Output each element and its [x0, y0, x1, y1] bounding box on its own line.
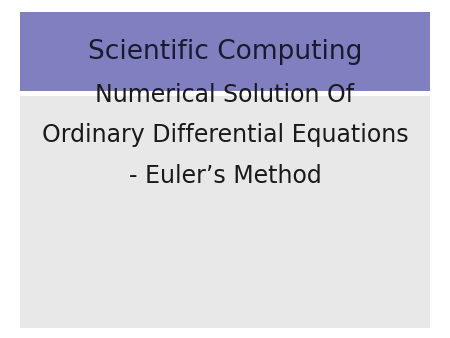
Text: - Euler’s Method: - Euler’s Method [129, 164, 321, 188]
Text: Ordinary Differential Equations: Ordinary Differential Equations [42, 123, 408, 147]
Text: Scientific Computing: Scientific Computing [88, 39, 362, 65]
Text: Numerical Solution Of: Numerical Solution Of [95, 82, 355, 107]
Bar [20, 12, 430, 91]
Bar [20, 96, 430, 328]
